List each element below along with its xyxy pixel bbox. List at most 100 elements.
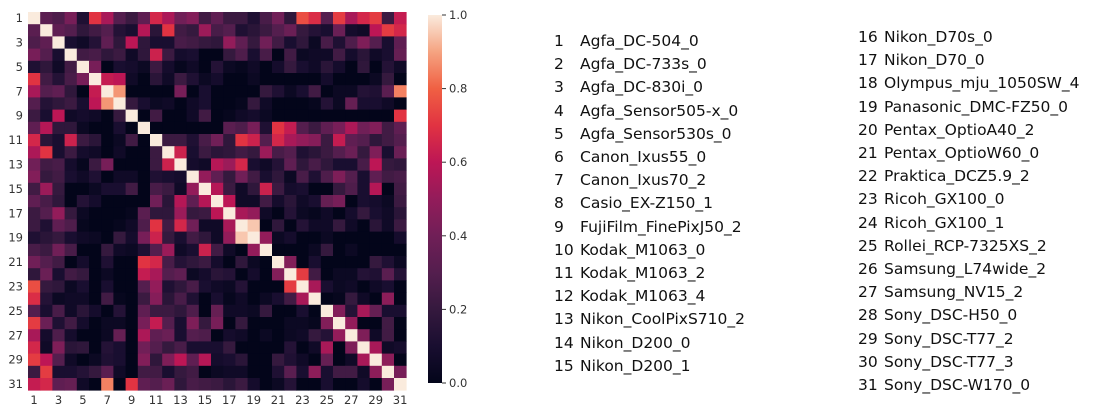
heatmap-cell — [211, 134, 224, 147]
y-tick-label: 21 — [8, 255, 23, 269]
heatmap-cell — [76, 207, 90, 220]
heatmap-cell — [150, 292, 163, 306]
heatmap-cell — [150, 24, 163, 37]
heatmap-cell — [394, 121, 407, 135]
heatmap-cell — [174, 158, 187, 171]
heatmap-cell — [186, 158, 200, 171]
heatmap-cell — [308, 73, 322, 86]
heatmap-cell — [76, 341, 90, 354]
heatmap-cell — [381, 48, 395, 62]
heatmap-cell — [223, 268, 236, 281]
heatmap-cell — [198, 182, 212, 196]
heatmap-cell — [235, 48, 248, 62]
heatmap-cell — [52, 280, 65, 293]
heatmap-cell — [101, 170, 114, 184]
legend-item-number: 26 — [858, 260, 878, 278]
heatmap-cell — [296, 207, 309, 220]
heatmap-cell — [40, 170, 53, 184]
heatmap-cell — [101, 353, 114, 367]
heatmap-cell — [296, 85, 309, 98]
heatmap-cell — [381, 207, 395, 220]
heatmap-cell — [394, 158, 407, 171]
heatmap-cell — [198, 12, 212, 25]
heatmap-cell — [320, 329, 334, 342]
heatmap-cell — [272, 36, 285, 49]
heatmap-cell — [113, 12, 126, 25]
heatmap-cell — [357, 60, 370, 74]
heatmap-cell — [150, 48, 163, 62]
heatmap-cell — [308, 207, 322, 220]
legend-item-label: Sony_DSC-H50_0 — [884, 306, 1018, 325]
heatmap-cell — [89, 60, 102, 74]
heatmap-cell — [284, 109, 297, 123]
heatmap-cell — [369, 109, 383, 123]
heatmap-cell — [345, 12, 358, 25]
heatmap-cell — [272, 182, 285, 196]
x-tick-label: 31 — [393, 393, 408, 405]
heatmap-cell — [259, 256, 273, 269]
heatmap-cell — [137, 317, 151, 330]
heatmap-cell — [113, 292, 126, 306]
heatmap-cell — [162, 268, 175, 281]
heatmap-cell — [137, 97, 151, 110]
heatmap-cell — [64, 353, 78, 367]
heatmap-cell — [308, 60, 322, 74]
legend-item-number: 31 — [858, 376, 878, 394]
heatmap-cell — [284, 182, 297, 196]
heatmap-cell — [64, 146, 78, 159]
heatmap-cell — [381, 134, 395, 147]
heatmap-cell — [259, 268, 273, 281]
x-tick-label: 21 — [271, 393, 286, 405]
legend-item: 28 Sony_DSC-H50_0 — [858, 306, 1017, 324]
heatmap-cell — [247, 12, 261, 25]
heatmap-cell — [308, 304, 322, 318]
heatmap-cell — [52, 73, 65, 86]
heatmap-cell — [357, 121, 370, 135]
heatmap-cell — [101, 329, 114, 342]
heatmap-cell — [150, 353, 163, 367]
heatmap-cell — [211, 146, 224, 159]
heatmap-cell — [40, 109, 53, 123]
heatmap-cell — [333, 292, 346, 306]
heatmap-cell — [174, 268, 187, 281]
heatmap-cell — [52, 329, 65, 342]
legend-item: 21 Pentax_OptioW60_0 — [858, 144, 1039, 162]
heatmap-cell — [345, 231, 358, 245]
heatmap-cell — [64, 121, 78, 135]
heatmap-cell — [235, 170, 248, 184]
heatmap-cell — [357, 109, 370, 123]
heatmap-cell — [64, 243, 78, 257]
legend-item: 23 Ricoh_GX100_0 — [858, 190, 1004, 208]
x-tick-label: 25 — [320, 393, 335, 405]
heatmap-cell — [137, 219, 151, 232]
heatmap-cell — [320, 73, 334, 86]
heatmap-cell — [247, 317, 261, 330]
heatmap-cell — [369, 268, 383, 281]
heatmap-cell — [394, 231, 407, 245]
heatmap-cell — [272, 195, 285, 208]
heatmap-cell — [150, 121, 163, 135]
heatmap-cell — [211, 60, 224, 74]
legend-item: 31 Sony_DSC-W170_0 — [858, 376, 1030, 394]
heatmap-cell — [284, 146, 297, 159]
heatmap-cell — [125, 329, 139, 342]
heatmap-cell — [235, 304, 248, 318]
heatmap-cell — [76, 292, 90, 306]
heatmap-cell — [223, 73, 236, 86]
heatmap-cell — [211, 12, 224, 25]
heatmap-cell — [272, 73, 285, 86]
heatmap-cell — [296, 109, 309, 123]
heatmap-cell — [333, 48, 346, 62]
heatmap-cell — [259, 134, 273, 147]
heatmap-cell — [284, 73, 297, 86]
heatmap-cell — [272, 341, 285, 354]
heatmap-cell — [52, 256, 65, 269]
heatmap-cell — [162, 329, 175, 342]
heatmap-cell — [357, 170, 370, 184]
heatmap-cell — [162, 256, 175, 269]
heatmap-cell — [272, 317, 285, 330]
heatmap-cell — [296, 182, 309, 196]
heatmap-cell — [162, 146, 175, 159]
legend-item-number: 15 — [554, 356, 574, 375]
heatmap-cell — [345, 85, 358, 98]
